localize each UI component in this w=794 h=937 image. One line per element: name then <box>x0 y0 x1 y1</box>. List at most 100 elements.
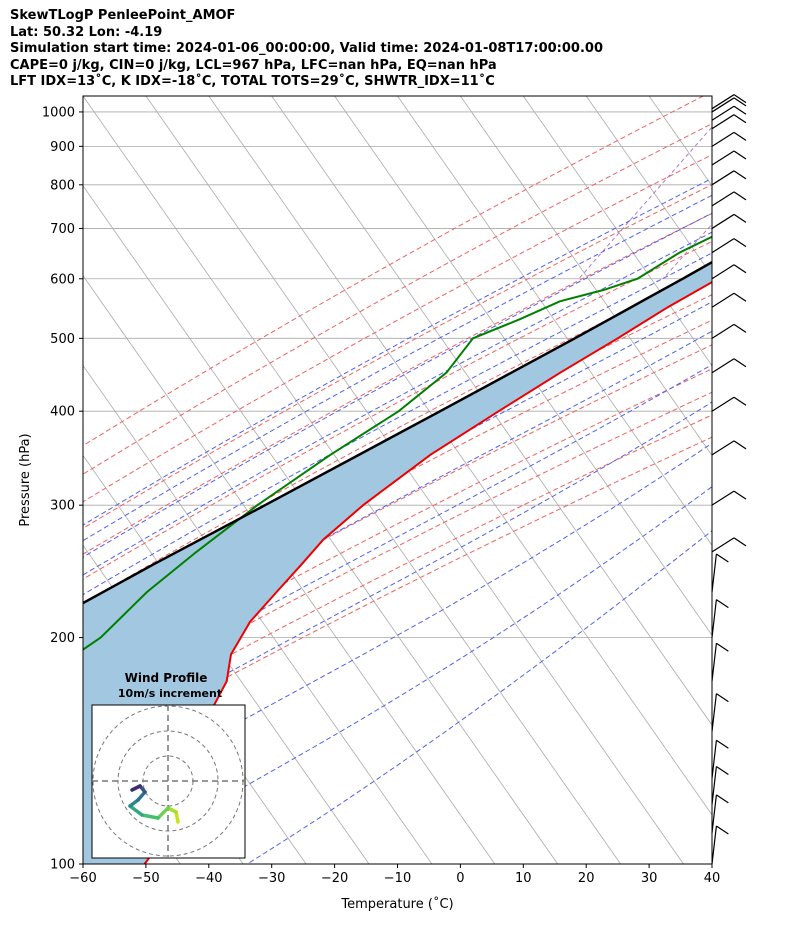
wind-barb-flag <box>733 191 747 201</box>
wind-barb-flag <box>733 238 747 248</box>
inset-title: Wind Profile <box>125 671 208 685</box>
wind-barb-staff <box>711 238 735 254</box>
wind-barb-staff <box>711 105 735 121</box>
wind-barb-flag <box>733 114 747 124</box>
isotherm-line <box>83 454 370 864</box>
y-tick-label: 800 <box>50 178 75 193</box>
isotherm-line <box>83 275 496 864</box>
hodograph-segment <box>140 813 160 820</box>
y-tick-label: 500 <box>50 332 75 347</box>
moist-adiabat-line <box>104 486 712 864</box>
isotherm-line <box>145 96 684 864</box>
x-tick-label: 20 <box>578 871 595 886</box>
wind-barb-flag <box>733 94 747 104</box>
wind-barb-flag <box>733 440 747 450</box>
x-tick-label: −40 <box>195 871 222 886</box>
wind-barb-staff <box>711 97 735 113</box>
wind-barb <box>711 765 729 805</box>
isotherm-line <box>83 364 433 864</box>
title-line: SkewTLogP PenleePoint_AMOF <box>10 8 236 23</box>
isotherm-line <box>83 185 559 864</box>
wind-barb-staff <box>711 537 735 553</box>
wind-barb <box>711 238 747 254</box>
wind-barb-staff <box>711 396 735 412</box>
wind-barb <box>711 114 747 130</box>
parcel-profile-line <box>83 260 712 605</box>
y-tick-label: 400 <box>50 405 75 420</box>
wind-barb <box>711 537 747 553</box>
wind-barb <box>711 292 747 308</box>
wind-barb-flag <box>733 105 747 115</box>
wind-barb <box>711 396 747 412</box>
y-tick-label: 600 <box>50 272 75 287</box>
inset-subtitle: 10m/s increment <box>118 687 222 700</box>
wind-barb <box>711 94 747 110</box>
x-axis-label: Temperature (˚C) <box>340 896 453 912</box>
wind-barb-staff <box>711 191 735 207</box>
wind-barb <box>711 553 729 593</box>
wind-barb-staff <box>711 643 717 682</box>
x-tick-label: −60 <box>69 871 96 886</box>
wind-barb <box>711 323 747 339</box>
title-line: LFT IDX=13˚C, K IDX=-18˚C, TOTAL TOTS=29… <box>10 74 495 89</box>
wind-barb-flag <box>733 358 747 368</box>
wind-barb-staff <box>711 440 735 456</box>
x-tick-label: −20 <box>321 871 348 886</box>
y-tick-label: 700 <box>50 222 75 237</box>
wind-barb-flag <box>716 642 729 652</box>
y-tick-label: 900 <box>50 140 75 155</box>
mixing-ratio-line <box>725 96 794 279</box>
wind-barb <box>711 599 729 638</box>
dry-adiabat-line <box>83 96 704 447</box>
wind-barb-staff <box>711 693 717 732</box>
wind-barb-staff <box>711 213 735 229</box>
isotherm-line <box>711 96 712 97</box>
wind-barb-staff <box>711 150 735 166</box>
wind-barb-staff <box>711 264 735 280</box>
isotherm-line <box>208 96 712 816</box>
dry-adiabat-line <box>83 240 712 580</box>
wind-barb-staff <box>711 825 717 865</box>
wind-barb <box>711 170 747 186</box>
x-tick-label: −10 <box>384 871 411 886</box>
isotherm-line <box>522 96 712 367</box>
isotherm-line <box>460 96 712 457</box>
wind-barb <box>711 739 729 779</box>
isotherm-line <box>334 96 712 636</box>
moist-adiabat-line <box>83 442 712 809</box>
mixing-ratio-line <box>578 126 712 280</box>
wind-barb-flag <box>716 794 729 804</box>
wind-barb <box>711 131 747 147</box>
moist-adiabat-line <box>83 194 712 542</box>
wind-barb-flag <box>733 170 747 180</box>
wind-barb <box>711 191 747 207</box>
chart-title: SkewTLogP PenleePoint_AMOF Lat: 50.32 Lo… <box>10 8 603 91</box>
wind-barb <box>711 358 747 374</box>
wind-barb-flag <box>716 553 729 563</box>
wind-barb <box>711 105 747 121</box>
wind-barb-staff <box>711 766 717 805</box>
wind-barb-flag <box>733 292 747 302</box>
x-tick-label: −30 <box>258 871 285 886</box>
wind-barb-staff <box>711 358 735 374</box>
wind-barb <box>711 825 729 865</box>
wind-barb <box>711 264 747 280</box>
y-tick-label: 300 <box>50 499 75 514</box>
wind-barb-flag <box>733 264 747 274</box>
wind-barb-flag <box>733 97 747 107</box>
wind-barb <box>711 97 747 113</box>
wind-barb-flag <box>716 599 729 609</box>
wind-barb-staff <box>711 740 717 779</box>
wind-barb-flag <box>716 825 729 835</box>
x-tick-label: 10 <box>515 871 532 886</box>
isotherm-line <box>271 96 712 726</box>
wind-barb-flag <box>716 739 729 749</box>
wind-barb-staff <box>711 323 735 339</box>
isotherm-line <box>397 96 712 546</box>
wind-barb-staff <box>711 114 735 130</box>
wind-barb-flag <box>733 150 747 160</box>
x-tick-label: 0 <box>456 871 464 886</box>
title-line: CAPE=0 j/kg, CIN=0 j/kg, LCL=967 hPa, LF… <box>10 57 497 73</box>
title-line: Lat: 50.32 Lon: -4.19 <box>10 24 163 40</box>
